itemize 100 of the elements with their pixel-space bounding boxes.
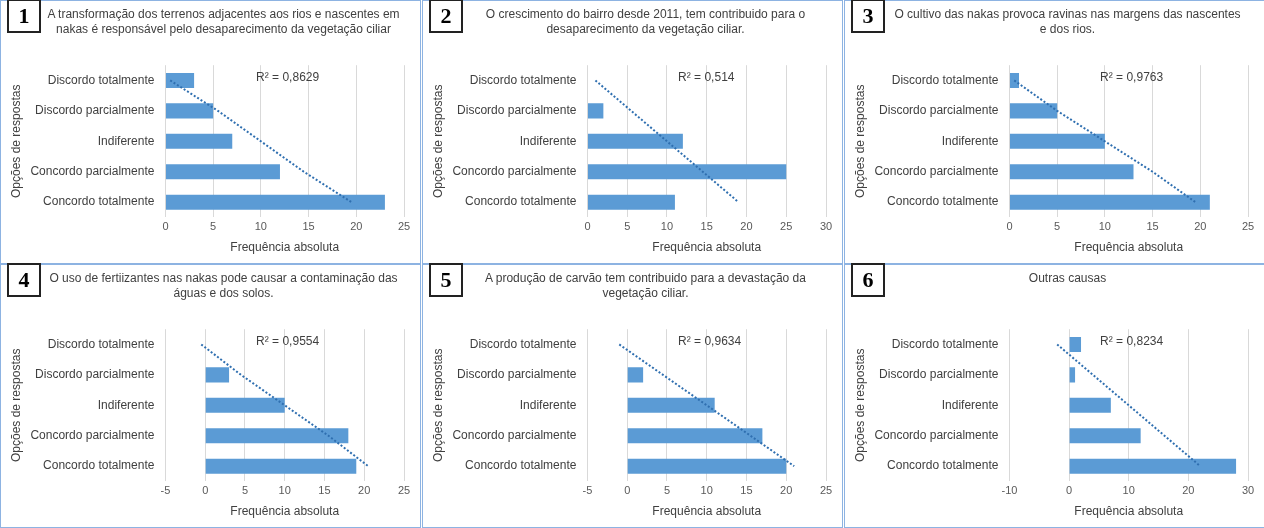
text: 6 xyxy=(851,263,885,297)
text: 2 xyxy=(429,0,463,33)
bar xyxy=(587,133,683,149)
x-axis-title: Frequência absoluta xyxy=(1074,504,1184,519)
bar xyxy=(587,103,604,119)
y-tick-label: Indiferente xyxy=(519,133,577,148)
bar xyxy=(1009,164,1134,180)
x-tick-label: 25 xyxy=(397,484,411,497)
x-tick-label: 25 xyxy=(397,220,411,233)
x-tick-label: 0 xyxy=(1006,220,1013,233)
x-tick-label: 0 xyxy=(162,220,169,233)
text: 5 xyxy=(429,263,463,297)
bar xyxy=(587,164,787,180)
annotation: R² = 0,8234 xyxy=(1100,333,1164,348)
x-tick-label: 20 xyxy=(350,220,363,233)
bar xyxy=(165,164,280,180)
x-axis-title: Frequência absoluta xyxy=(1074,240,1184,255)
x-tick-label: 20 xyxy=(780,484,793,497)
bar xyxy=(627,367,644,383)
y-tick-label: Discordo totalmente xyxy=(469,336,577,351)
y-tick-label: Concordo totalmente xyxy=(887,194,999,209)
bar xyxy=(205,367,230,383)
y-tick-label: Concordo parcialmente xyxy=(30,164,155,179)
x-tick-label: 25 xyxy=(819,484,833,497)
y-tick-label: Indiferente xyxy=(941,133,999,148)
y-tick-label: Discordo parcialmente xyxy=(35,103,155,118)
annotation: R² = 0,9554 xyxy=(256,333,320,348)
y-tick-label: Discordo totalmente xyxy=(469,72,577,87)
x-tick-label: 5 xyxy=(624,220,631,233)
x-tick-label: 25 xyxy=(780,220,793,233)
y-tick-label: Discordo totalmente xyxy=(891,336,999,351)
x-tick-label: 5 xyxy=(663,484,671,497)
y-tick-label: Concordo totalmente xyxy=(887,458,999,473)
bar xyxy=(627,428,763,444)
x-axis-title: Frequência absoluta xyxy=(652,504,762,519)
x-tick-label: 10 xyxy=(278,484,291,497)
y-tick-label: Discordo totalmente xyxy=(47,72,155,87)
x-axis-title: Frequência absoluta xyxy=(230,240,340,255)
y-tick-label: Concordo totalmente xyxy=(43,194,155,209)
y-tick-label: Discordo parcialmente xyxy=(457,103,577,118)
y-tick-label: Discordo parcialmente xyxy=(879,367,999,382)
annotation: R² = 0,8629 xyxy=(256,69,320,84)
y-tick-label: Indiferente xyxy=(519,397,577,412)
bar xyxy=(1069,428,1141,444)
annotation: R² = 0,514 xyxy=(678,69,735,84)
x-tick-label: 0 xyxy=(1066,484,1073,497)
x-tick-label: 15 xyxy=(700,220,713,233)
bar xyxy=(205,428,349,444)
y-tick-label: Concordo totalmente xyxy=(465,458,577,473)
y-tick-label: Concordo totalmente xyxy=(465,194,577,209)
bar xyxy=(205,397,285,413)
x-tick-label: 20 xyxy=(1194,220,1207,233)
x-tick-label: 5 xyxy=(210,220,217,233)
x-tick-label: 10 xyxy=(700,484,713,497)
y-tick-label: Concordo parcialmente xyxy=(874,164,999,179)
y-tick-label: Discordo totalmente xyxy=(891,72,999,87)
y-tick-label: Indiferente xyxy=(97,397,155,412)
bar xyxy=(1009,133,1105,149)
y-tick-label: Concordo parcialmente xyxy=(30,428,155,443)
x-tick-label: -5 xyxy=(582,484,593,497)
x-tick-label: 0 xyxy=(202,484,209,497)
x-tick-label: 20 xyxy=(358,484,371,497)
y-tick-label: Concordo parcialmente xyxy=(874,428,999,443)
y-axis-title: Opções de respostas xyxy=(8,84,23,198)
chart-title: O uso de fertiizantes nas nakas pode causar a contaminação das águas e dos solos. xyxy=(48,271,399,302)
y-axis-title: Opções de respostas xyxy=(430,348,445,462)
x-tick-label: 5 xyxy=(1054,220,1061,233)
bar xyxy=(1069,458,1237,474)
chart-title: A produção de carvão tem contribuido para a devastação da vegetação ciliar. xyxy=(484,271,807,302)
x-tick-label: 0 xyxy=(584,220,591,233)
bar xyxy=(1069,367,1076,383)
x-tick-label: 15 xyxy=(302,220,315,233)
bar xyxy=(1009,194,1210,210)
x-tick-label: 30 xyxy=(1241,484,1255,497)
x-tick-label: -10 xyxy=(1001,484,1018,497)
bar xyxy=(1009,103,1058,119)
x-tick-label: 5 xyxy=(241,484,249,497)
x-tick-label: 20 xyxy=(1182,484,1195,497)
text: 1 xyxy=(7,0,41,33)
y-axis-title: Opções de respostas xyxy=(430,84,445,198)
x-tick-label: 25 xyxy=(1241,220,1255,233)
y-tick-label: Discordo parcialmente xyxy=(35,367,155,382)
y-tick-label: Concordo parcialmente xyxy=(452,428,577,443)
bar xyxy=(627,458,787,474)
chart-title: Outras causas xyxy=(1027,271,1108,287)
x-tick-label: 10 xyxy=(1122,484,1135,497)
y-tick-label: Discordo parcialmente xyxy=(457,367,577,382)
bar xyxy=(1069,336,1082,352)
x-axis-title: Frequência absoluta xyxy=(652,240,762,255)
x-tick-label: 15 xyxy=(1146,220,1159,233)
annotation: R² = 0,9763 xyxy=(1100,69,1164,84)
bar xyxy=(587,194,675,210)
y-tick-label: Discordo parcialmente xyxy=(879,103,999,118)
x-tick-label: 30 xyxy=(819,220,833,233)
chart-title: A transformação dos terrenos adjacentes aos rios e nascentes em nakas é responsável pelo desaparecimento da vegetação ciliar xyxy=(47,7,400,38)
y-tick-label: Indiferente xyxy=(97,133,155,148)
y-axis-title: Opções de respostas xyxy=(8,348,23,462)
bar xyxy=(1069,397,1111,413)
y-tick-label: Concordo parcialmente xyxy=(452,164,577,179)
bar xyxy=(165,72,195,88)
